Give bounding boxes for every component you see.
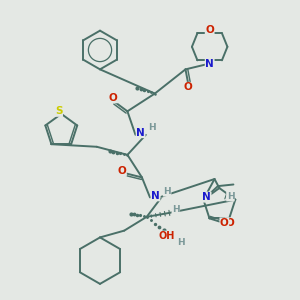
Text: O: O [226,218,234,228]
Text: H: H [163,187,171,196]
Text: H: H [227,192,234,201]
Text: O: O [160,232,169,242]
Text: S: S [55,106,62,116]
Text: N: N [202,192,211,202]
Text: O: O [184,82,192,92]
Text: H: H [172,205,180,214]
Text: O: O [220,218,229,228]
Text: N: N [151,191,160,201]
Text: O: O [118,166,126,176]
Text: N: N [205,58,214,68]
Text: O: O [160,232,169,242]
Text: H: H [178,238,185,247]
Text: O: O [205,25,214,35]
Text: H: H [148,123,156,132]
Text: OH: OH [158,231,175,241]
Text: O: O [109,93,118,103]
Text: N: N [136,128,145,138]
